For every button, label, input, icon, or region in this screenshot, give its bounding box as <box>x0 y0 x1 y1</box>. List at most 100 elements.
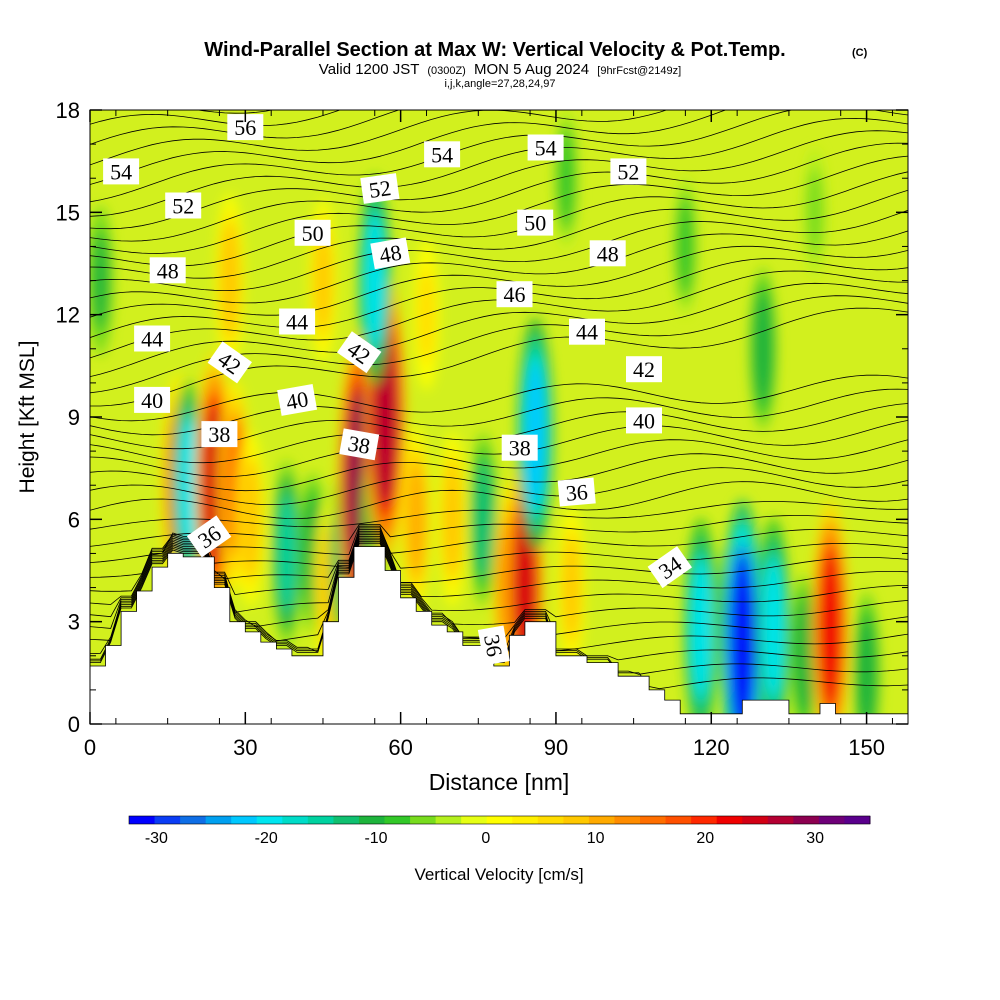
x-tick-label: 30 <box>233 735 257 760</box>
isentrope-label: 40 <box>626 407 662 434</box>
isentrope-line <box>90 130 908 230</box>
colorbar-swatch <box>742 816 769 824</box>
velocity-core <box>858 623 875 723</box>
colorbar-swatch <box>384 816 411 824</box>
x-tick-label: 0 <box>84 735 96 760</box>
isentrope-label: 42 <box>626 356 662 383</box>
velocity-core <box>443 466 462 573</box>
velocity-core <box>220 227 239 334</box>
isentrope-label: 36 <box>557 477 596 507</box>
colorbar-swatch <box>435 816 462 824</box>
velocity-core <box>729 557 756 724</box>
velocity-core <box>677 203 693 290</box>
colorbar-swatch <box>154 816 181 824</box>
colorbar-tick-label: 10 <box>587 830 605 847</box>
isentrope-line <box>90 530 908 605</box>
colorbar-swatch <box>537 816 564 824</box>
isentrope-line <box>90 142 908 242</box>
colorbar-swatch <box>256 816 283 824</box>
x-tick-label: 120 <box>693 735 730 760</box>
colorbar-swatch <box>716 816 743 824</box>
copyright-mark: (C) <box>852 47 868 59</box>
isentrope-line <box>90 420 908 464</box>
colorbar-swatch <box>333 816 360 824</box>
colorbar: -30 -20 -10 0 10 20 30 <box>128 815 871 847</box>
y-tick-label: 15 <box>56 200 80 225</box>
velocity-core <box>690 561 712 696</box>
colorbar-swatch <box>205 816 232 824</box>
chart-header: Wind-Parallel Section at Max W: Vertical… <box>204 39 867 90</box>
isentrope-line <box>90 155 908 254</box>
terrain-mask <box>90 546 908 724</box>
svg-text:38: 38 <box>509 436 531 461</box>
y-tick-label: 12 <box>56 303 80 328</box>
isentrope-label: 52 <box>165 192 202 219</box>
x-tick-label: 90 <box>544 735 568 760</box>
isentrope-line <box>90 529 908 592</box>
colorbar-tick-label: 30 <box>806 830 824 847</box>
colorbar-swatch <box>180 816 207 824</box>
velocity-core <box>754 299 772 399</box>
y-tick-label: 18 <box>56 98 80 123</box>
isentrope-label: 50 <box>517 209 554 236</box>
isentrope-line <box>90 501 908 530</box>
velocity-core <box>818 550 842 707</box>
colorbar-swatch <box>818 816 845 824</box>
svg-text:40: 40 <box>284 386 310 414</box>
isentrope-line <box>90 110 401 145</box>
colorbar-tick-label: -20 <box>255 830 278 847</box>
velocity-core <box>406 462 426 576</box>
isentrope-line <box>90 110 908 203</box>
colorbar-swatch <box>282 816 309 824</box>
colorbar-swatch <box>486 816 513 824</box>
isentrope-label: 38 <box>339 428 380 461</box>
isentrope-line <box>90 110 342 126</box>
isentrope-label: 40 <box>277 383 318 416</box>
isentrope-label: 54 <box>103 158 140 185</box>
colorbar-swatch <box>512 816 539 824</box>
colorbar-swatch <box>410 816 437 824</box>
isentrope-label: 44 <box>279 308 316 335</box>
svg-text:56: 56 <box>234 115 256 140</box>
colorbar-tick-label: 0 <box>481 830 490 847</box>
colorbar-swatch <box>358 816 386 824</box>
isentrope-line <box>90 453 908 492</box>
svg-text:44: 44 <box>141 327 163 352</box>
velocity-core <box>277 496 296 611</box>
svg-text:54: 54 <box>431 142 453 167</box>
isentrope-label: 48 <box>370 237 411 270</box>
valid-time-line: Valid 1200 JST (0300Z) MON 5 Aug 2024 [9… <box>319 61 681 78</box>
isentrope-line <box>90 532 908 618</box>
velocity-core <box>364 216 385 345</box>
svg-text:38: 38 <box>208 422 230 447</box>
isentrope-line <box>90 189 908 279</box>
svg-text:50: 50 <box>302 221 324 246</box>
colorbar-swatch <box>640 816 667 824</box>
svg-text:40: 40 <box>633 408 655 433</box>
isentrope-line <box>90 527 908 578</box>
svg-text:40: 40 <box>141 388 163 413</box>
svg-text:46: 46 <box>504 282 526 307</box>
svg-text:52: 52 <box>172 194 194 219</box>
isentrope-label: 44 <box>569 318 605 345</box>
forecast-tag: [9hrFcst@2149z] <box>597 65 681 77</box>
colorbar-swatch <box>307 816 334 824</box>
colorbar-swatch <box>614 816 641 824</box>
isentrope-line <box>90 525 908 563</box>
velocity-core <box>314 230 332 331</box>
svg-text:50: 50 <box>524 211 546 236</box>
isentrope-label: 44 <box>134 325 171 352</box>
svg-text:44: 44 <box>576 320 598 345</box>
svg-text:54: 54 <box>110 159 132 184</box>
colorbar-tick-label: -10 <box>364 830 387 847</box>
colorbar-swatch <box>461 816 488 824</box>
valid-zulu: (0300Z) <box>427 65 466 77</box>
x-tick-label: 150 <box>848 735 885 760</box>
isentrope-label: 38 <box>201 421 238 448</box>
isentrope-line <box>90 171 908 267</box>
isentrope-line <box>195 110 275 114</box>
velocity-core <box>474 466 493 573</box>
x-tick-label: 60 <box>388 735 412 760</box>
svg-text:48: 48 <box>157 258 179 283</box>
svg-text:42: 42 <box>633 357 655 382</box>
